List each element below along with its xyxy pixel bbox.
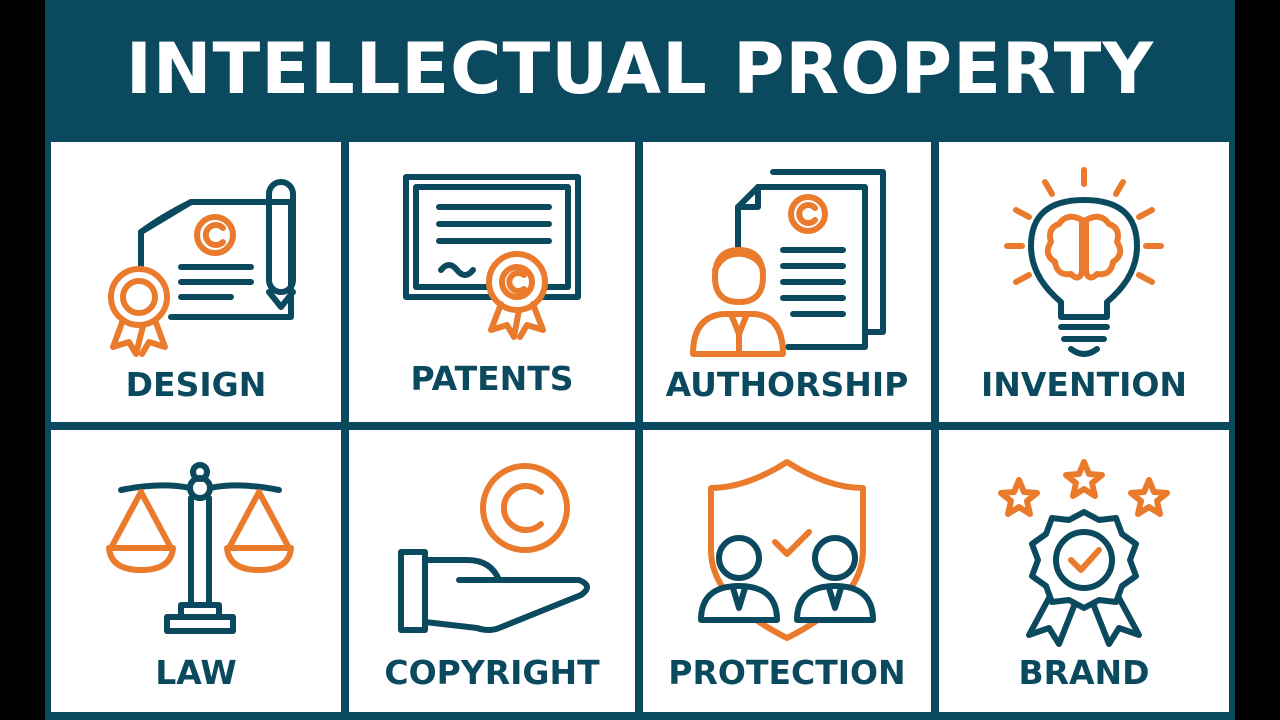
- tile-law: LAW: [51, 430, 341, 712]
- tile-authorship: AUTHORSHIP: [643, 142, 931, 422]
- tile-label: INVENTION: [980, 365, 1188, 404]
- hand-copyright-icon: [398, 463, 590, 633]
- tile-invention: INVENTION: [939, 142, 1229, 422]
- tile-label: DESIGN: [125, 365, 267, 404]
- tile-protection: PROTECTION: [643, 430, 931, 712]
- patent-certificate-icon: [403, 174, 581, 340]
- poster-frame: INTELLECTUAL PROPERTY DESIGN: [45, 0, 1235, 720]
- shield-people-icon: [698, 459, 876, 641]
- tile-copyright: COPYRIGHT: [349, 430, 635, 712]
- tile-label: PATENTS: [410, 359, 574, 398]
- certificate-scroll-icon: [108, 179, 296, 357]
- tile-patents: PATENTS: [349, 142, 635, 422]
- scales-icon: [106, 462, 294, 634]
- tile-label: PROTECTION: [668, 653, 906, 692]
- award-badge-icon: [998, 459, 1170, 647]
- tile-label: BRAND: [1018, 653, 1150, 692]
- tile-brand: BRAND: [939, 430, 1229, 712]
- author-document-icon: [690, 169, 886, 357]
- tile-label: LAW: [155, 653, 237, 692]
- tile-label: AUTHORSHIP: [665, 365, 909, 404]
- page-title: INTELLECTUAL PROPERTY: [125, 28, 1155, 110]
- tile-label: COPYRIGHT: [384, 653, 600, 692]
- lightbulb-brain-icon: [1004, 167, 1164, 357]
- tile-design: DESIGN: [51, 142, 341, 422]
